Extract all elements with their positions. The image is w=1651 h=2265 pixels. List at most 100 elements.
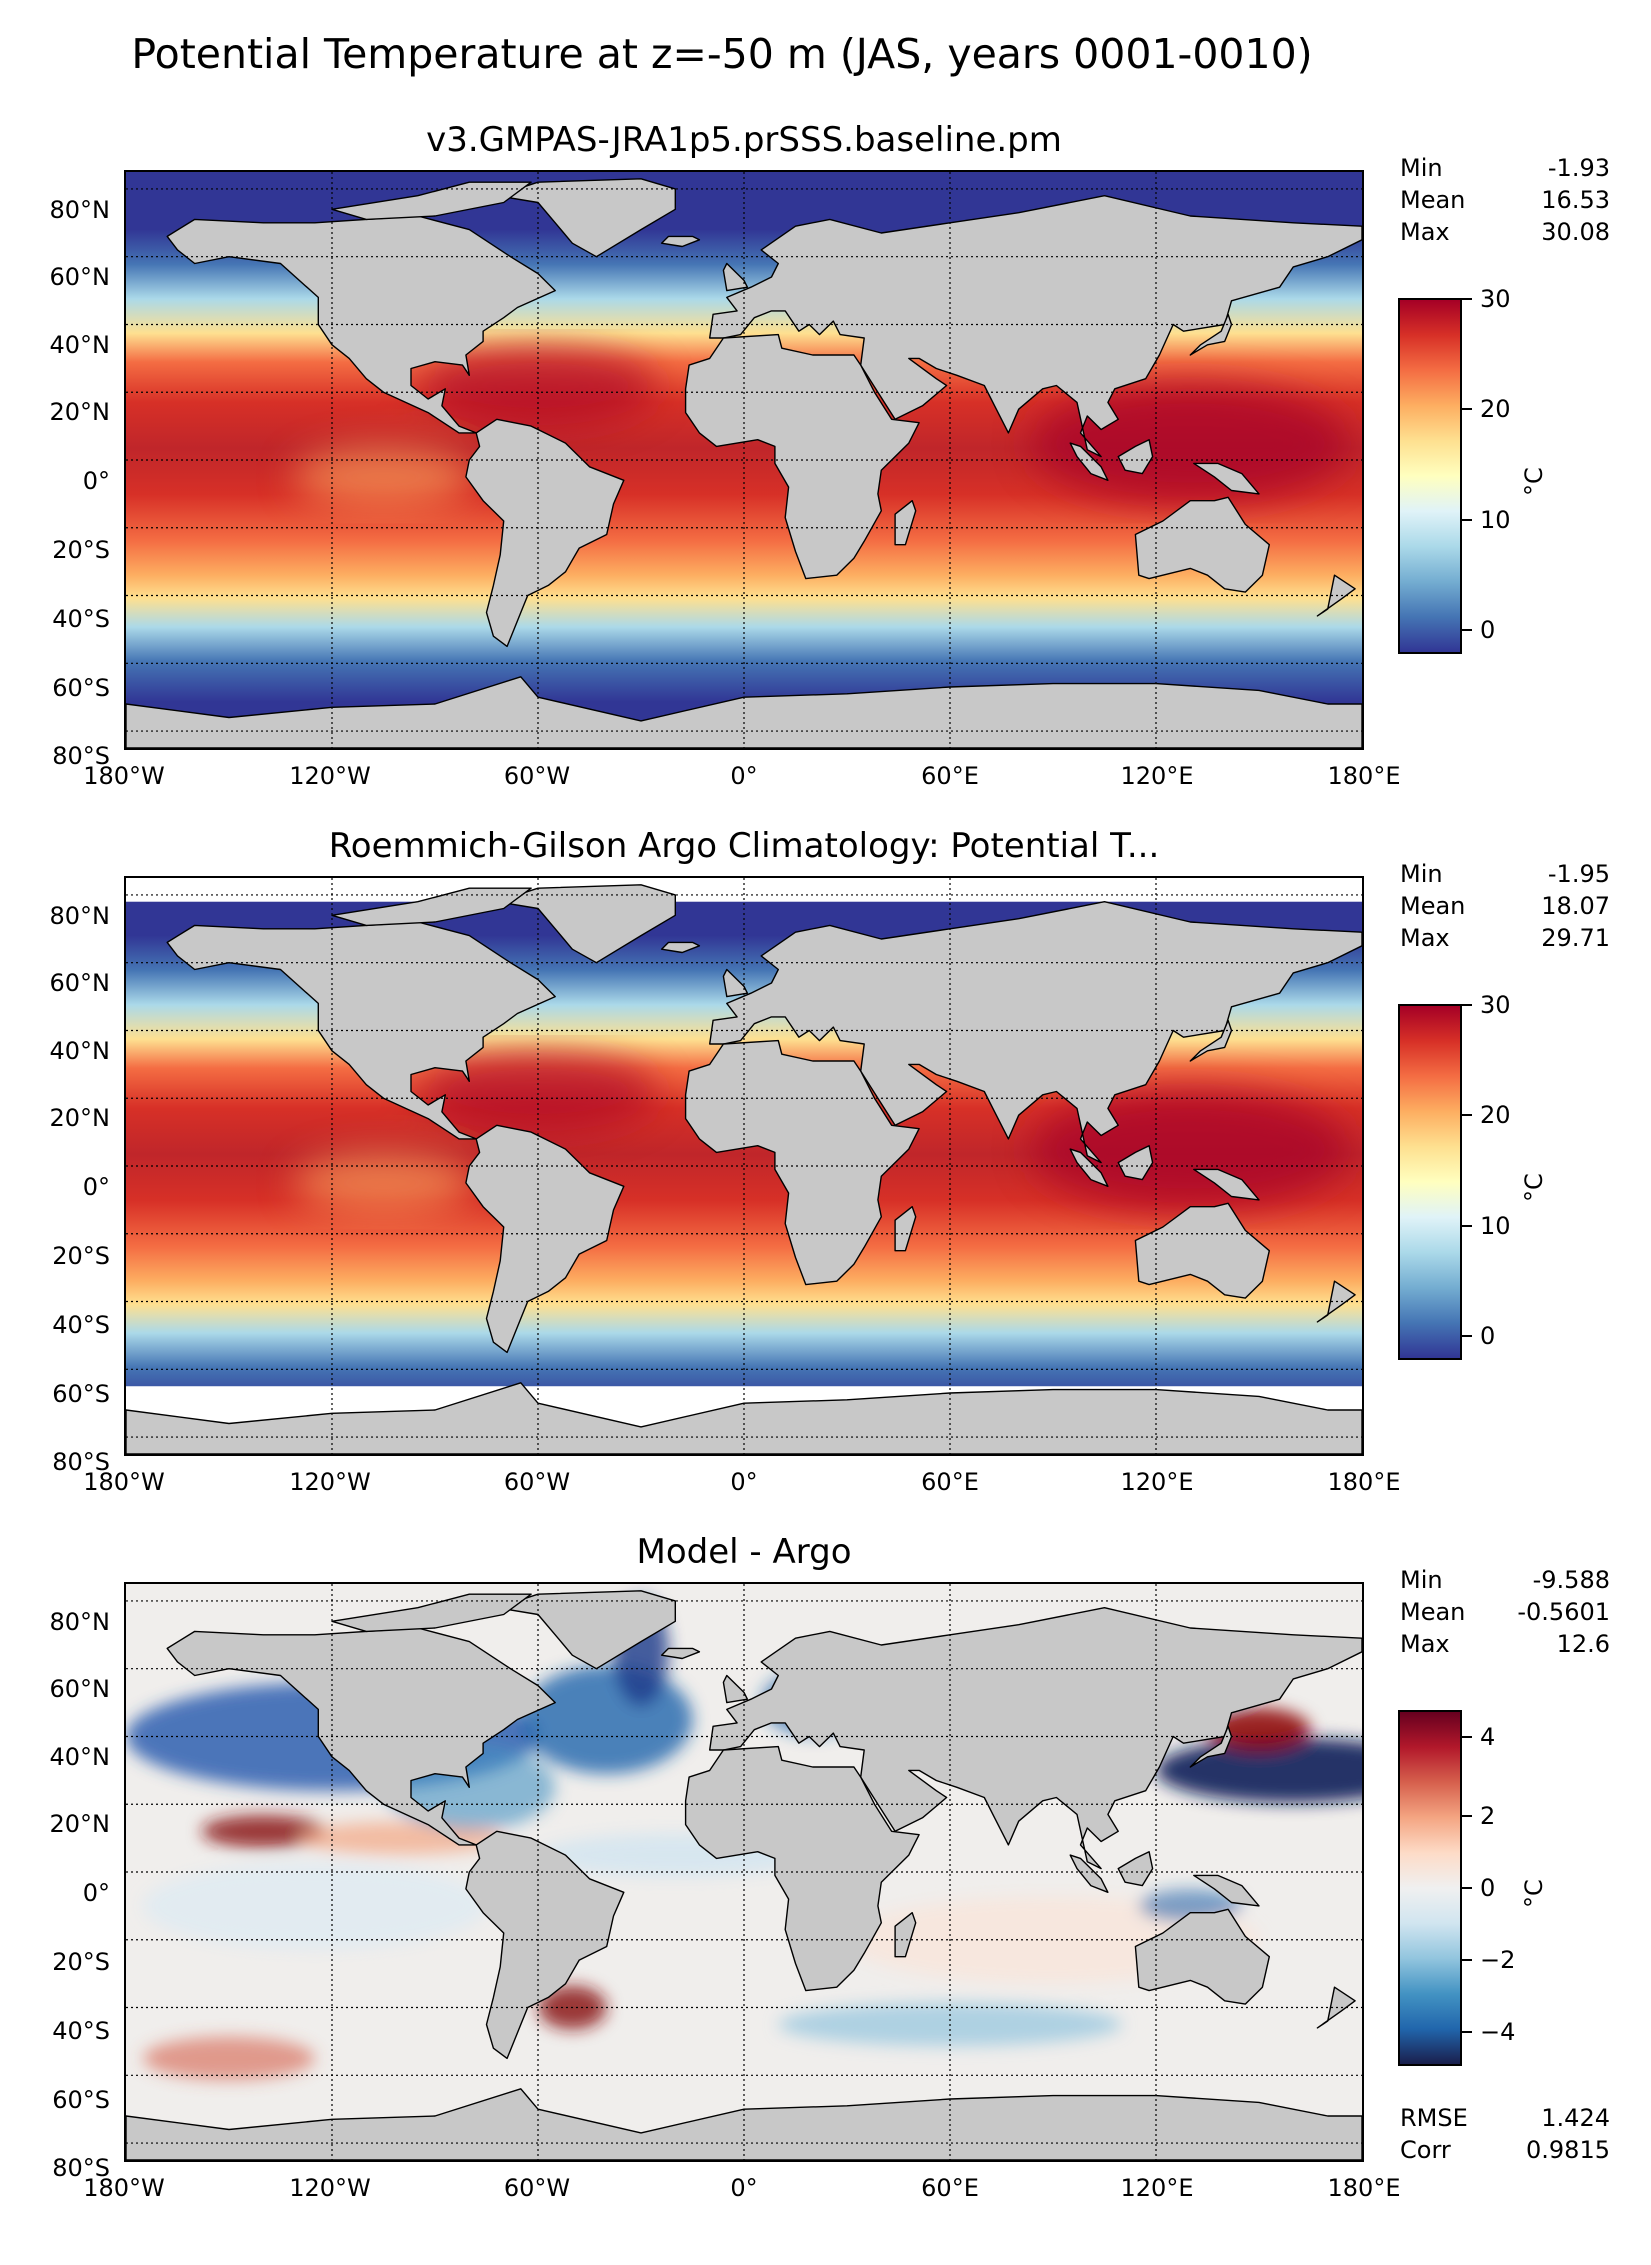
colorbar-tick: 0 — [1480, 616, 1496, 644]
lat-tick-label: 20°S — [52, 536, 110, 564]
colorbar-tick: 20 — [1480, 1101, 1511, 1129]
stat-min-label: Min — [1400, 1566, 1443, 1594]
stats-block: Min -9.588 Mean -0.5601 Max 12.6 — [1400, 1564, 1610, 1660]
stat-mean-label: Mean — [1400, 892, 1466, 920]
panel-argo: Roemmich-Gilson Argo Climatology: Potent… — [0, 816, 1651, 1522]
lon-tick-label: 60°W — [503, 2174, 571, 2202]
lon-tick-label: 180°E — [1327, 1468, 1401, 1496]
lat-tick-label: 0° — [82, 1173, 110, 1201]
stat-mean-label: Mean — [1400, 1598, 1466, 1626]
stat-max-label: Max — [1400, 218, 1450, 246]
colorbar — [1398, 298, 1462, 654]
lat-tick-label: 60°N — [49, 969, 111, 997]
lon-tick-label: 120°E — [1120, 1468, 1194, 1496]
stat-max-value: 29.71 — [1541, 924, 1610, 952]
figure-title: Potential Temperature at z=-50 m (JAS, y… — [131, 30, 1313, 78]
stat-mean-value: -0.5601 — [1517, 1598, 1610, 1626]
panel-model: v3.GMPAS-JRA1p5.prSSS.baseline.pm 80°N 60… — [0, 110, 1651, 816]
stat-min-value: -1.95 — [1547, 860, 1610, 888]
lat-tick-label: 20°N — [49, 398, 111, 426]
lon-tick-label: 120°W — [289, 762, 371, 790]
lon-tick-label: 180°E — [1327, 2174, 1401, 2202]
colorbar-tick: 30 — [1480, 991, 1511, 1019]
lon-tick-label: 0° — [730, 2174, 758, 2202]
panel-title: Model - Argo — [636, 1532, 852, 1572]
lat-tick-label: 20°S — [52, 1242, 110, 1270]
lon-tick-label: 0° — [730, 762, 758, 790]
colorbar-unit: °C — [1520, 1173, 1548, 1202]
lat-tick-label: 40°N — [49, 1037, 111, 1065]
stats-block: Min -1.93 Mean 16.53 Max 30.08 — [1400, 152, 1610, 248]
lat-tick-label: 40°N — [49, 1743, 111, 1771]
colorbar-tick: 10 — [1480, 506, 1511, 534]
colorbar-tick: 10 — [1480, 1212, 1511, 1240]
lat-tick-label: 80°S — [52, 2154, 110, 2182]
lat-tick-label: 40°S — [52, 2017, 110, 2045]
stat-max-label: Max — [1400, 1630, 1450, 1658]
colorbar-tick: 30 — [1480, 285, 1511, 313]
lon-tick-label: 180°W — [83, 762, 165, 790]
lat-tick-label: 0° — [82, 1879, 110, 1907]
lon-tick-label: 60°W — [503, 1468, 571, 1496]
colorbar-tick: 4 — [1480, 1723, 1496, 1751]
colorbar-tick: −4 — [1480, 2018, 1516, 2046]
rmse-label: RMSE — [1400, 2104, 1468, 2132]
stat-mean-label: Mean — [1400, 186, 1466, 214]
lon-tick-label: 120°E — [1120, 2174, 1194, 2202]
colorbar-tick: 0 — [1480, 1874, 1496, 1902]
colorbar — [1398, 1710, 1462, 2066]
lat-tick-label: 0° — [82, 467, 110, 495]
rmse-value: 1.424 — [1541, 2104, 1610, 2132]
lon-tick-label: 60°E — [921, 762, 979, 790]
lon-tick-label: 60°E — [921, 2174, 979, 2202]
colorbar-tick: 20 — [1480, 395, 1511, 423]
lat-tick-label: 20°S — [52, 1948, 110, 1976]
lat-tick-label: 40°S — [52, 1311, 110, 1339]
lon-tick-label: 60°E — [921, 1468, 979, 1496]
stat-min-value: -1.93 — [1547, 154, 1610, 182]
lon-tick-label: 180°E — [1327, 762, 1401, 790]
colorbar-tick: 2 — [1480, 1802, 1496, 1830]
lon-tick-label: 180°W — [83, 1468, 165, 1496]
lat-tick-label: 80°N — [49, 1608, 111, 1636]
stat-min-label: Min — [1400, 860, 1443, 888]
colorbar-unit: °C — [1520, 1879, 1548, 1908]
lat-tick-label: 60°S — [52, 674, 110, 702]
lon-tick-label: 60°W — [503, 762, 571, 790]
map-diff — [124, 1582, 1364, 2162]
corr-label: Corr — [1400, 2136, 1451, 2164]
lat-tick-label: 60°S — [52, 1380, 110, 1408]
stat-mean-value: 18.07 — [1541, 892, 1610, 920]
lon-tick-label: 180°W — [83, 2174, 165, 2202]
stat-mean-value: 16.53 — [1541, 186, 1610, 214]
lon-tick-label: 120°W — [289, 1468, 371, 1496]
panel-diff: Model - Argo 80°N 60°N 40°N 20°N 0° 20°S 40°S 6… — [0, 1522, 1651, 2228]
lat-tick-label: 80°S — [52, 1448, 110, 1476]
stat-max-value: 30.08 — [1541, 218, 1610, 246]
colorbar — [1398, 1004, 1462, 1360]
lat-tick-label: 60°S — [52, 2086, 110, 2114]
colorbar-tick: 0 — [1480, 1322, 1496, 1350]
colorbar-tick: −2 — [1480, 1946, 1516, 1974]
stat-max-label: Max — [1400, 924, 1450, 952]
lat-tick-label: 80°S — [52, 742, 110, 770]
lat-tick-label: 20°N — [49, 1104, 111, 1132]
panel-title: v3.GMPAS-JRA1p5.prSSS.baseline.pm — [426, 120, 1062, 160]
panel-title: Roemmich-Gilson Argo Climatology: Potent… — [328, 826, 1160, 866]
lat-tick-label: 20°N — [49, 1810, 111, 1838]
metrics-block: RMSE 1.424 Corr 0.9815 — [1400, 2102, 1610, 2166]
lat-tick-label: 40°S — [52, 605, 110, 633]
lon-tick-label: 120°W — [289, 2174, 371, 2202]
lat-tick-label: 60°N — [49, 263, 111, 291]
stat-min-value: -9.588 — [1532, 1566, 1610, 1594]
stat-max-value: 12.6 — [1556, 1630, 1610, 1658]
lat-tick-label: 40°N — [49, 331, 111, 359]
lat-tick-label: 60°N — [49, 1675, 111, 1703]
map-argo — [124, 876, 1364, 1456]
stat-min-label: Min — [1400, 154, 1443, 182]
lon-tick-label: 120°E — [1120, 762, 1194, 790]
corr-value: 0.9815 — [1526, 2136, 1610, 2164]
map-model — [124, 170, 1364, 750]
lat-tick-label: 80°N — [49, 902, 111, 930]
lat-tick-label: 80°N — [49, 196, 111, 224]
